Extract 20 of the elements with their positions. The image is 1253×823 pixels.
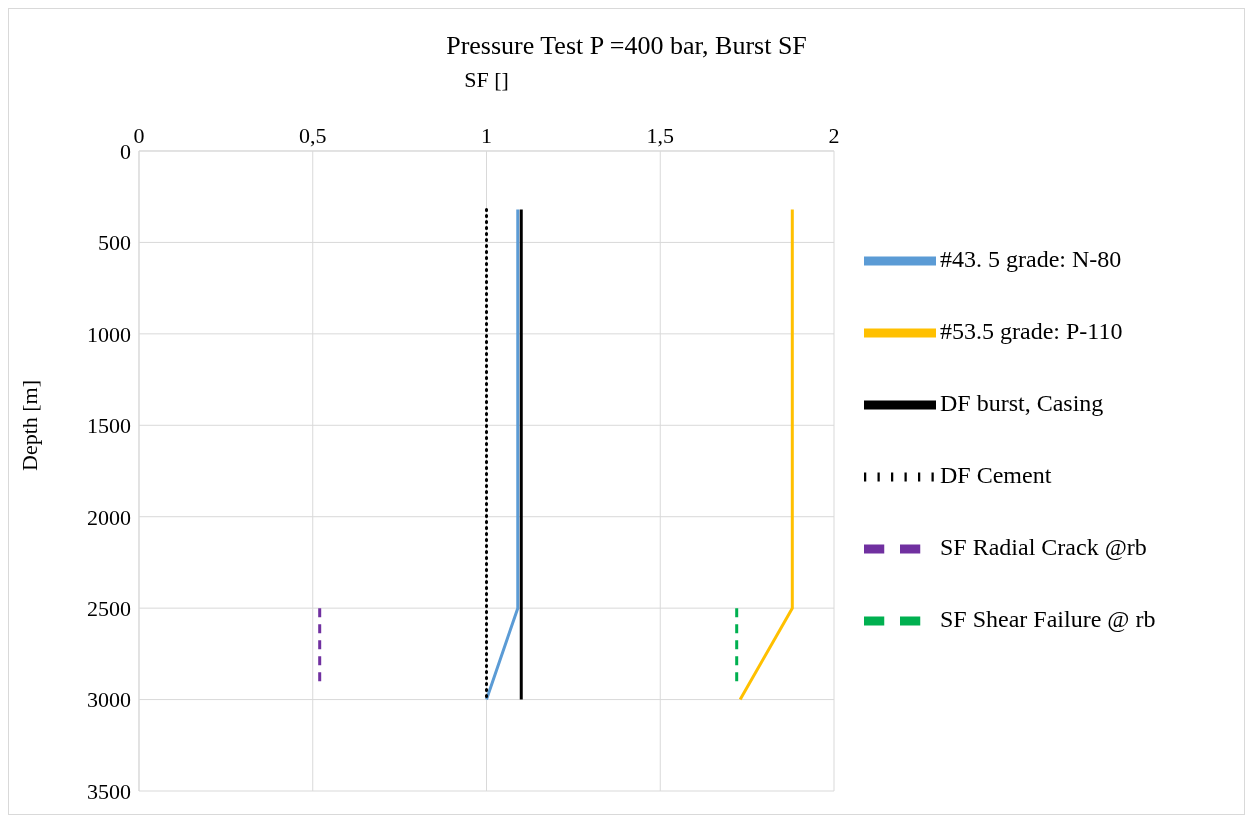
y-axis-title: Depth [m]: [16, 379, 42, 471]
x-tick-label: 1: [481, 123, 492, 148]
x-axis-title: SF []: [464, 66, 509, 92]
y-tick-label: 2500: [87, 595, 131, 621]
x-tick-label: 1,5: [646, 123, 674, 148]
x-tick-label: 2: [828, 123, 840, 148]
x-tick-label: 0,5: [299, 123, 327, 148]
y-tick-label: 3000: [87, 687, 131, 713]
y-tick-label: 500: [98, 230, 131, 256]
chart-title: Pressure Test P =400 bar, Burst SF: [446, 31, 807, 60]
legend-label: SF Shear Failure @ rb: [940, 605, 1156, 632]
y-tick-label: 1000: [87, 321, 131, 347]
legend-label: DF Cement: [940, 461, 1052, 488]
legend-label: DF burst, Casing: [940, 389, 1104, 416]
y-tick-label: 1500: [87, 413, 131, 439]
legend-label: #43. 5 grade: N-80: [940, 245, 1122, 272]
y-tick-label: 2000: [87, 504, 131, 530]
y-tick-label: 3500: [87, 778, 131, 804]
legend-label: #53.5 grade: P-110: [940, 317, 1123, 344]
legend-label: SF Radial Crack @rb: [940, 533, 1147, 560]
